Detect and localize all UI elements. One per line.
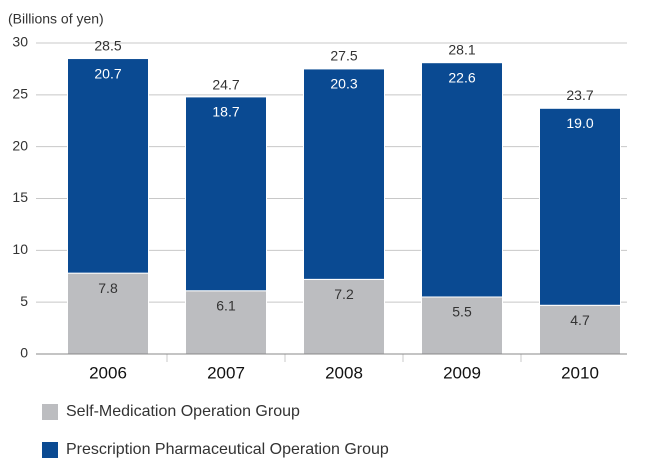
bar-segment — [421, 62, 503, 298]
legend-swatch — [42, 404, 58, 420]
y-tick-label: 30 — [12, 34, 28, 50]
bar-segment — [303, 278, 385, 355]
x-tick-label: 2009 — [443, 363, 481, 382]
data-label: 5.5 — [452, 304, 472, 320]
legend-swatch — [42, 442, 58, 458]
y-tick-label: 10 — [12, 241, 28, 257]
data-label: 4.7 — [570, 312, 590, 328]
data-label: 22.6 — [448, 69, 475, 85]
bar-segment — [185, 290, 267, 355]
data-label: 20.3 — [330, 76, 357, 92]
y-tick-label: 0 — [20, 345, 28, 361]
x-tick-label: 2006 — [89, 363, 127, 382]
data-label: 19.0 — [566, 115, 593, 131]
bar-segment — [185, 96, 267, 292]
data-label: 6.1 — [216, 297, 236, 313]
y-tick-label: 5 — [20, 293, 28, 309]
data-label: 20.7 — [94, 65, 121, 81]
total-label: 24.7 — [212, 77, 239, 93]
bar-segment — [539, 304, 621, 355]
data-label: 7.8 — [98, 280, 118, 296]
y-tick-label: 25 — [12, 86, 28, 102]
total-label: 28.1 — [448, 41, 475, 57]
x-tick-label: 2008 — [325, 363, 363, 382]
y-axis-label: (Billions of yen) — [8, 11, 104, 27]
data-label: 7.2 — [334, 286, 354, 302]
bar-segment — [303, 68, 385, 280]
y-tick-label: 15 — [12, 189, 28, 205]
bar-segment — [539, 107, 621, 306]
total-label: 27.5 — [330, 48, 357, 64]
x-tick-label: 2007 — [207, 363, 245, 382]
data-label: 18.7 — [212, 104, 239, 120]
bar-segment — [67, 58, 149, 274]
y-tick-label: 20 — [12, 137, 28, 153]
x-tick-label: 2010 — [561, 363, 599, 382]
legend-label: Prescription Pharmaceutical Operation Gr… — [66, 441, 389, 458]
total-label: 23.7 — [566, 87, 593, 103]
total-label: 28.5 — [94, 37, 121, 53]
legend-label: Self-Medication Operation Group — [66, 403, 300, 420]
